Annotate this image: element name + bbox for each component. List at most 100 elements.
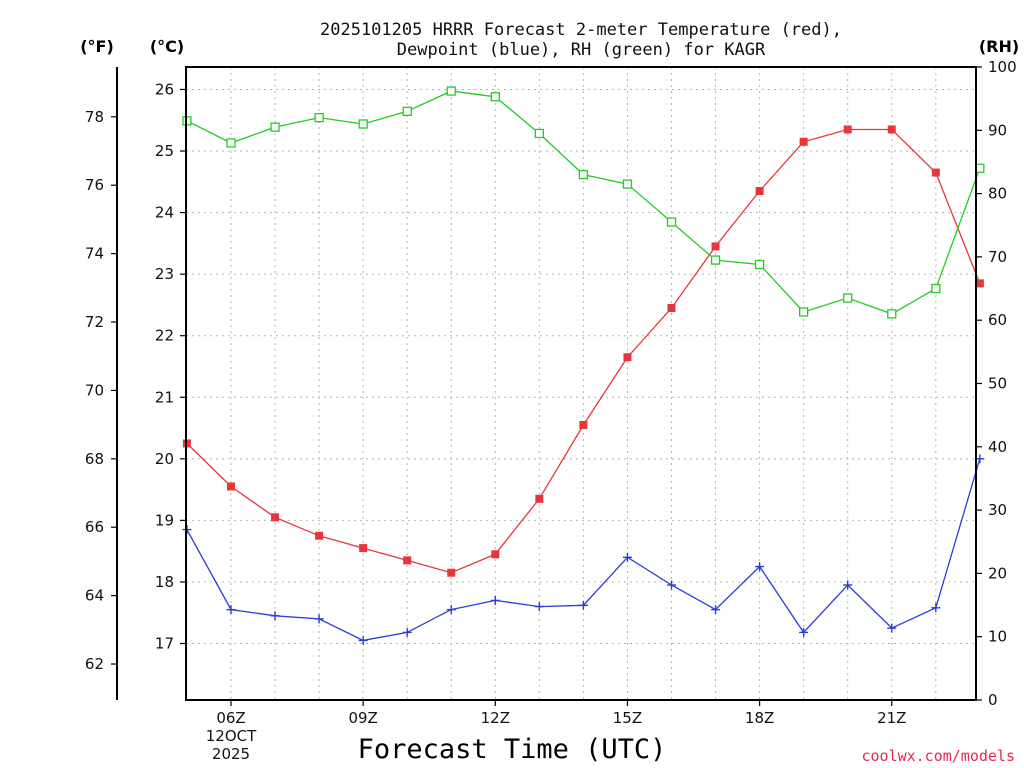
chart-title-line2: Dewpoint (blue), RH (green) for KAGR <box>397 40 766 60</box>
rh-point <box>270 122 280 132</box>
rh-point <box>314 112 324 123</box>
temperature-point <box>271 513 280 522</box>
rh-point <box>931 283 941 294</box>
rh-point <box>710 255 721 265</box>
x-date-label: 12OCT <box>206 727 257 745</box>
rh-point <box>666 217 677 227</box>
rh-tick-label: 90 <box>988 121 1007 139</box>
dewpoint-point <box>226 605 236 615</box>
celsius-tick-label: 22 <box>155 327 174 345</box>
celsius-tick-label: 25 <box>155 142 174 160</box>
fahrenheit-tick-label: 78 <box>85 108 104 126</box>
rh-point <box>402 106 412 116</box>
x-year-label: 2025 <box>212 745 250 763</box>
temperature-point <box>623 353 632 362</box>
dewpoint-point <box>711 605 721 615</box>
rh-point <box>446 86 456 96</box>
x-tick-label: 21Z <box>877 709 906 727</box>
temperature-point <box>535 494 544 503</box>
temperature-point <box>667 303 676 312</box>
temperature-point <box>403 556 412 565</box>
fahrenheit-tick-label: 66 <box>85 518 104 536</box>
x-tick-label: 06Z <box>216 709 245 727</box>
fahrenheit-tick-label: 72 <box>85 313 104 331</box>
rh-tick-label: 80 <box>988 185 1007 203</box>
dewpoint-point <box>931 603 941 613</box>
dewpoint-point <box>358 635 368 645</box>
dewpoint-point <box>622 552 632 562</box>
rh-point <box>578 169 589 180</box>
dewpoint-point <box>667 580 676 590</box>
temperature-point <box>579 420 588 429</box>
rh-point <box>887 309 897 319</box>
temperature-point <box>799 137 808 146</box>
celsius-tick-label: 18 <box>155 573 174 591</box>
rh-tick-label: 60 <box>988 311 1007 329</box>
temperature-point <box>711 242 720 251</box>
rh-line <box>186 90 981 315</box>
rh-point <box>975 163 985 173</box>
rh-point <box>358 119 368 129</box>
celsius-unit-label: (°C) <box>150 37 184 56</box>
dewpoint-point <box>446 605 456 615</box>
temperature-point <box>975 279 984 288</box>
dewpoint-point <box>490 595 500 605</box>
celsius-tick-label: 24 <box>155 204 174 222</box>
rh-tick-label: 40 <box>988 438 1007 456</box>
fahrenheit-tick-label: 74 <box>85 245 104 263</box>
chart-title-line1: 2025101205 HRRR Forecast 2-meter Tempera… <box>320 20 842 40</box>
temperature-point <box>887 125 896 134</box>
temperature-point <box>491 550 500 559</box>
dewpoint-point <box>402 627 412 637</box>
dewpoint-point <box>755 562 765 572</box>
rh-tick-label: 70 <box>988 248 1007 266</box>
x-axis-title: Forecast Time (UTC) <box>358 734 667 765</box>
temperature-point <box>227 482 235 491</box>
rh-point <box>490 92 500 102</box>
dewpoint-point <box>534 602 544 612</box>
fahrenheit-tick-label: 62 <box>85 655 104 673</box>
credit-text: coolwx.com/models <box>861 747 1015 765</box>
fahrenheit-tick-label: 70 <box>85 381 104 399</box>
dewpoint-point <box>578 600 588 610</box>
dewpoint-point <box>270 611 280 621</box>
dewpoint-point <box>799 627 809 637</box>
rh-tick-label: 100 <box>988 58 1017 76</box>
rh-tick-label: 30 <box>988 501 1007 519</box>
rh-point <box>226 138 236 148</box>
temperature-point <box>755 187 764 196</box>
rh-point <box>622 179 633 189</box>
celsius-tick-label: 17 <box>155 635 174 653</box>
axes-layer <box>116 66 977 701</box>
temperature-point <box>447 568 456 577</box>
rh-point <box>754 259 765 270</box>
temperature-point <box>315 531 324 540</box>
celsius-tick-label: 21 <box>155 388 174 406</box>
rh-tick-label: 20 <box>988 564 1007 582</box>
fahrenheit-tick-label: 76 <box>85 176 104 194</box>
dewpoint-point <box>887 623 897 633</box>
celsius-tick-label: 26 <box>155 80 174 98</box>
celsius-tick-label: 20 <box>155 450 174 468</box>
dewpoint-point <box>314 614 324 624</box>
rh-unit-label: (RH) <box>979 37 1019 56</box>
rh-tick-label: 10 <box>988 628 1007 646</box>
temperature-point <box>931 168 940 177</box>
rh-tick-label: 50 <box>988 375 1007 393</box>
fahrenheit-tick-label: 68 <box>85 450 104 468</box>
celsius-tick-label: 19 <box>155 511 174 529</box>
series-layer <box>182 86 985 645</box>
temperature-point <box>359 544 368 553</box>
rh-point <box>534 128 544 139</box>
rh-point <box>799 307 809 317</box>
x-tick-label: 09Z <box>348 709 377 727</box>
temperature-point <box>843 125 852 134</box>
rh-point <box>843 293 853 303</box>
rh-tick-label: 0 <box>988 691 998 709</box>
x-tick-label: 12Z <box>481 709 510 727</box>
dewpoint-point <box>843 580 853 590</box>
fahrenheit-tick-label: 64 <box>85 587 104 605</box>
x-tick-label: 18Z <box>745 709 774 727</box>
